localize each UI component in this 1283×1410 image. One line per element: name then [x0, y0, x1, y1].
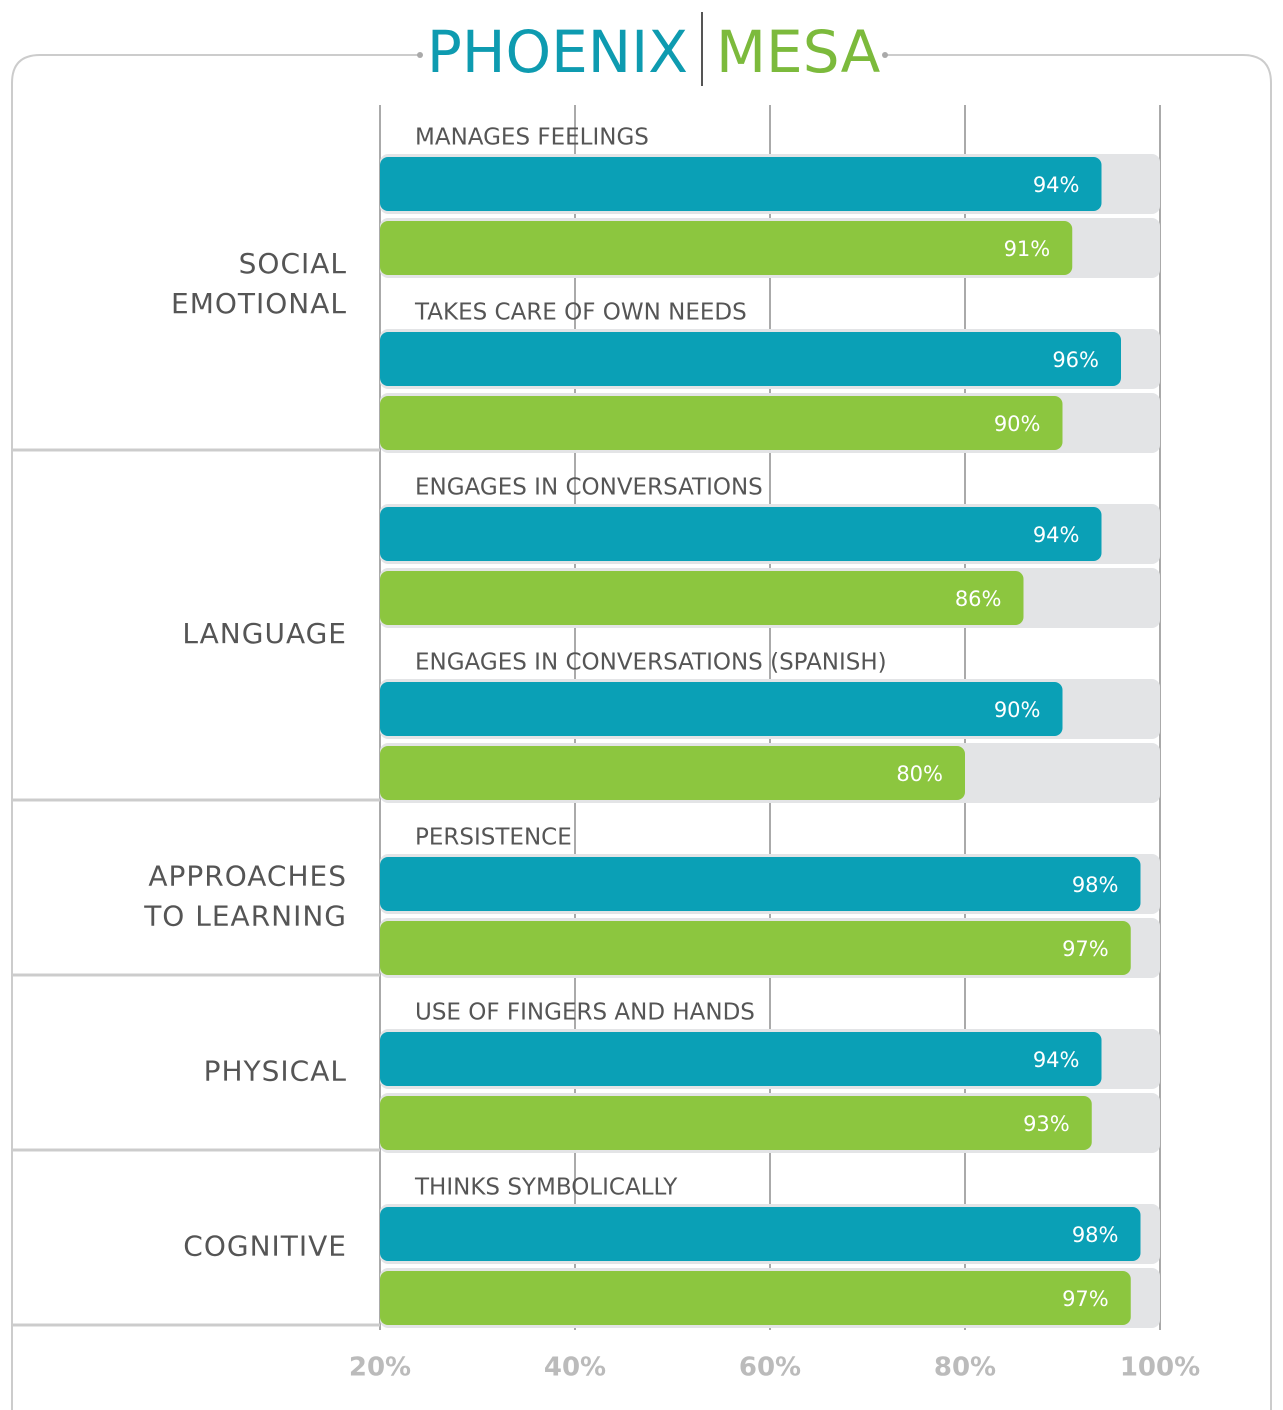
frame-dot [882, 52, 888, 58]
group-label: TO LEARNING [143, 900, 347, 933]
group-label: LANGUAGE [182, 617, 347, 650]
value-label: 90% [994, 698, 1041, 722]
title-part: MESA [716, 18, 881, 86]
group-label: SOCIAL [239, 247, 347, 280]
value-label: 93% [1023, 1112, 1070, 1136]
group-label: APPROACHES [148, 860, 347, 893]
bar [380, 746, 965, 800]
bar [380, 571, 1024, 625]
x-tick-label: 80% [934, 1353, 996, 1383]
bar [380, 1271, 1131, 1325]
bar [380, 1207, 1141, 1261]
bar [380, 1096, 1092, 1150]
value-label: 97% [1062, 1287, 1109, 1311]
value-label: 80% [896, 762, 943, 786]
category-label: TAKES CARE OF OWN NEEDS [414, 300, 747, 326]
category-label: ENGAGES IN CONVERSATIONS [415, 475, 763, 501]
bar [380, 921, 1131, 975]
value-label: 91% [1004, 237, 1051, 261]
group-label: COGNITIVE [183, 1230, 347, 1263]
frame-dot [417, 52, 423, 58]
value-label: 98% [1072, 1223, 1119, 1247]
x-tick-label: 60% [739, 1353, 801, 1383]
bar [380, 857, 1141, 911]
x-tick-label: 100% [1120, 1353, 1200, 1383]
value-label: 94% [1033, 1048, 1080, 1072]
value-label: 96% [1052, 348, 1099, 372]
bar [380, 1032, 1102, 1086]
x-tick-label: 40% [544, 1353, 606, 1383]
bar [380, 682, 1063, 736]
frame [11, 54, 1272, 1410]
value-label: 86% [955, 587, 1002, 611]
bar [380, 507, 1102, 561]
category-label: PERSISTENCE [415, 825, 572, 851]
x-tick-label: 20% [349, 1353, 411, 1383]
bar [380, 157, 1102, 211]
category-label: ENGAGES IN CONVERSATIONS (SPANISH) [415, 650, 887, 676]
bar [380, 332, 1121, 386]
bar [380, 221, 1073, 275]
value-label: 94% [1033, 523, 1080, 547]
title-part: PHOENIX [427, 18, 688, 86]
category-label: THINKS SYMBOLICALLY [414, 1175, 678, 1201]
value-label: 98% [1072, 873, 1119, 897]
value-label: 97% [1062, 937, 1109, 961]
category-label: USE OF FINGERS AND HANDS [415, 1000, 755, 1026]
group-label: EMOTIONAL [171, 287, 347, 320]
value-label: 90% [994, 412, 1041, 436]
category-label: MANAGES FEELINGS [415, 125, 649, 151]
group-label: PHYSICAL [204, 1055, 347, 1088]
value-label: 94% [1033, 173, 1080, 197]
bar [380, 396, 1063, 450]
